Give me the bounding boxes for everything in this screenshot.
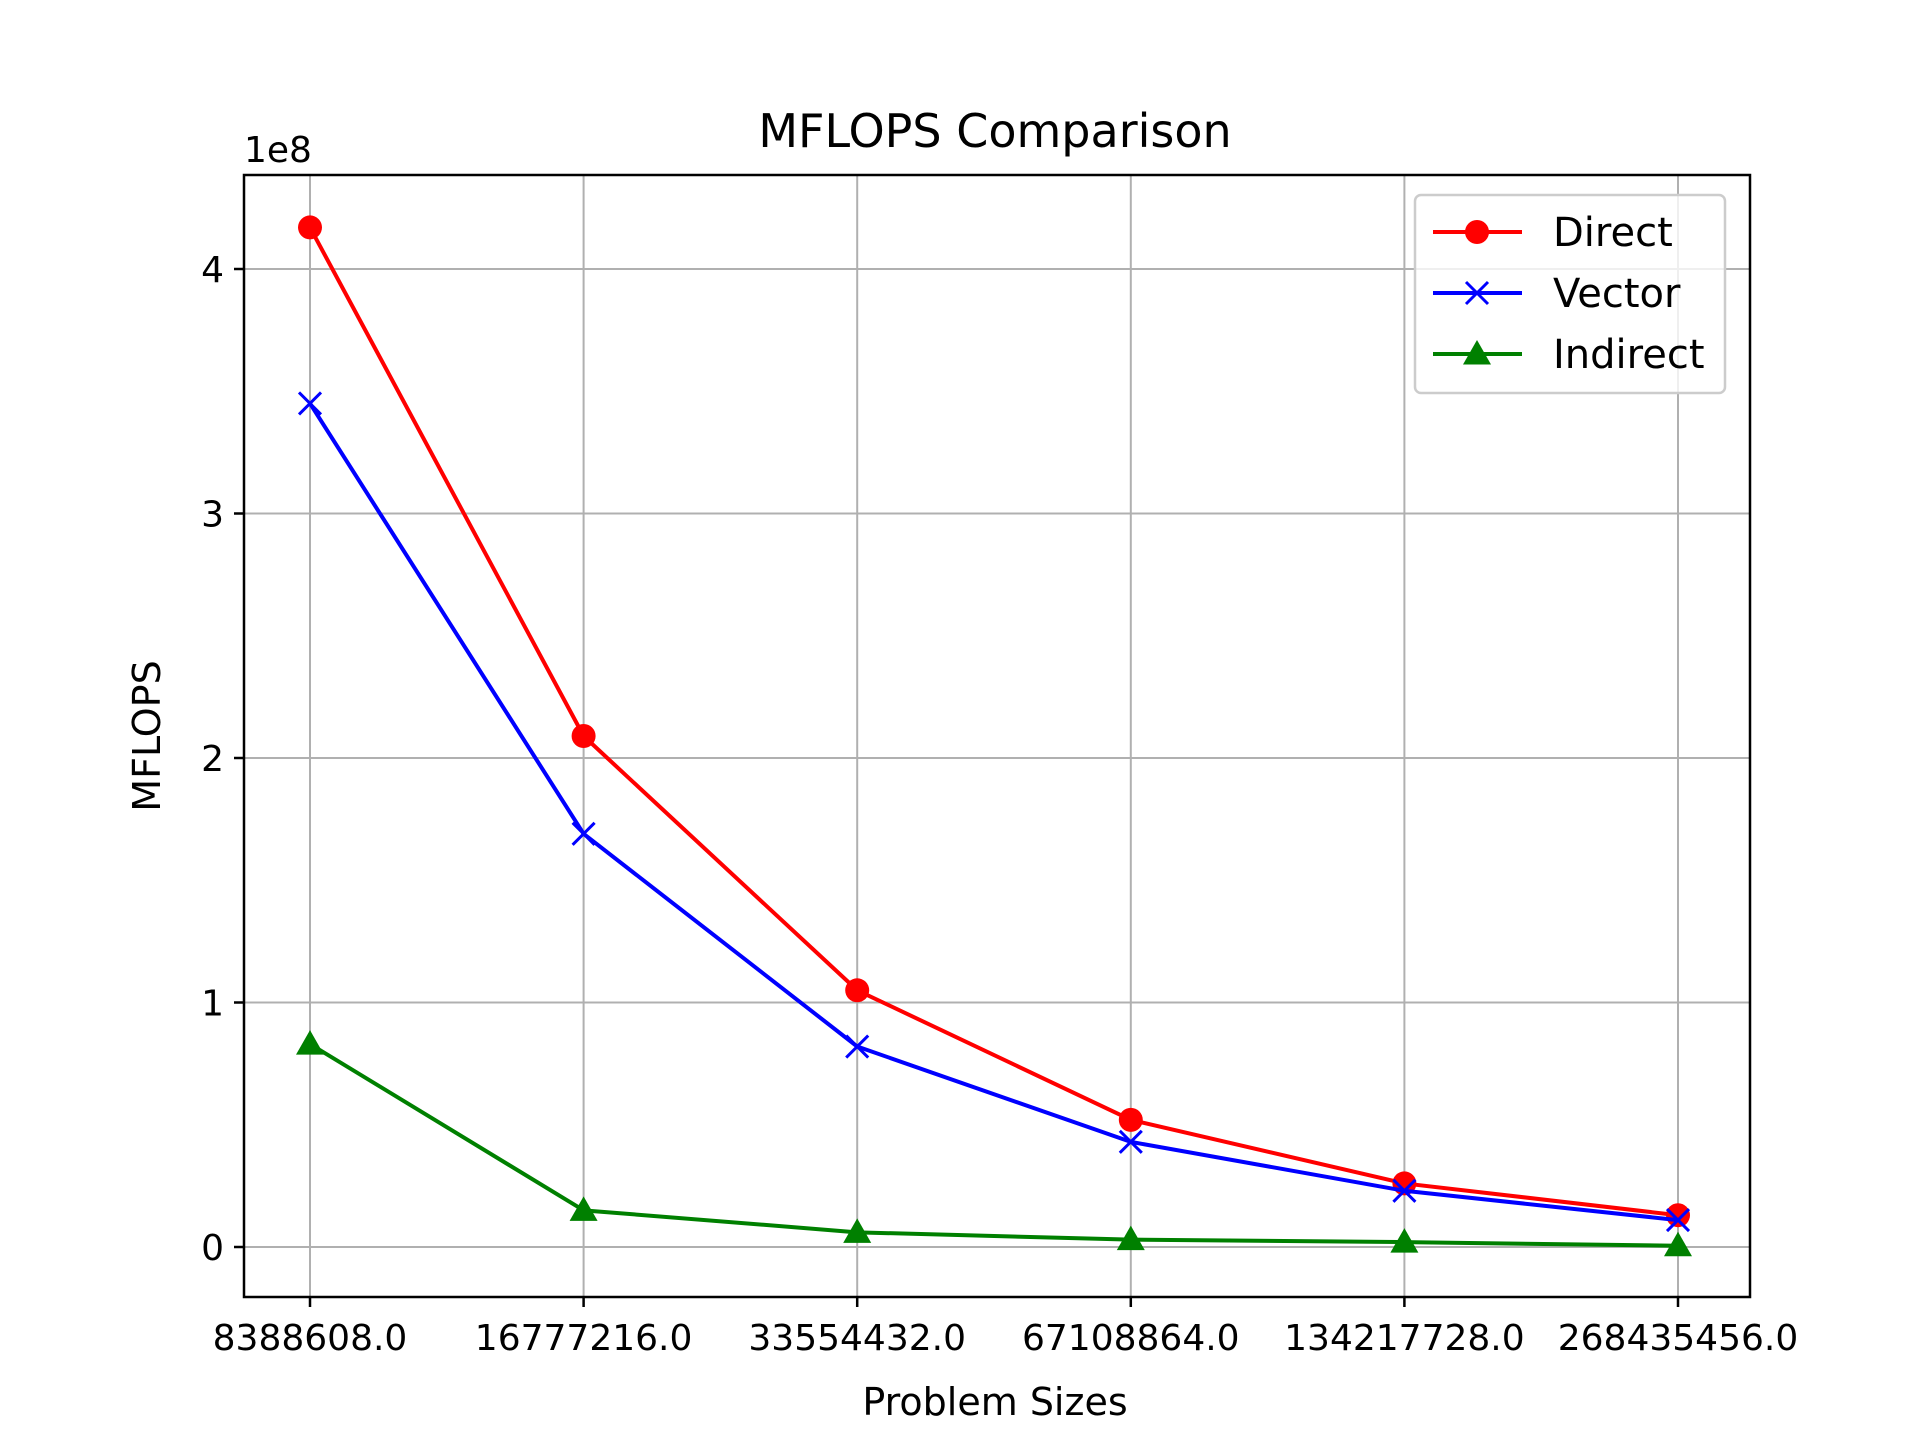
data-point [1392,1178,1417,1203]
legend-item-direct: Direct [1433,210,1673,256]
legend-marker [1464,280,1490,306]
x-tick-label: 268435456.0 [1558,1318,1799,1359]
data-point [571,821,596,846]
legend-label: Indirect [1553,332,1705,378]
data-point [1666,1203,1690,1228]
y-tick-label: 2 [201,739,224,780]
x-axis-ticks: 8388608.0 16777216.0 33554432.0 67108864.0 1… [213,1297,1799,1359]
data-point [571,723,596,748]
x-axis-label: Problem Sizes [862,1380,1127,1424]
data-point [1116,1225,1145,1251]
x-tick-label: 67108864.0 [1022,1318,1240,1359]
data-point [296,1030,324,1055]
x-tick-label: 16777216.0 [475,1318,693,1359]
data-point [1118,1129,1143,1154]
y-axis-label: MFLOPS [125,660,169,811]
x-tick-label: 134217728.0 [1284,1318,1525,1359]
plot-frame [242,173,1752,1299]
data-point [1664,1231,1692,1257]
legend-marker [1465,220,1489,244]
y-tick-label: 0 [201,1228,224,1269]
y-axis-offset-text: 1e8 [244,130,312,171]
series-indirect [296,1030,1692,1257]
series-layer [296,215,1692,1257]
data-point [843,1218,872,1243]
legend-label: Vector [1553,271,1681,317]
legend-item-indirect: Indirect [1433,332,1705,378]
data-point [1390,1228,1419,1253]
y-tick-label: 1 [201,984,224,1025]
y-tick-label: 3 [201,495,224,536]
legend-box [1413,193,1727,395]
data-point [845,1034,870,1059]
legend: Direct Vector Indirect [1413,193,1727,395]
x-tick-label: 33554432.0 [748,1318,966,1359]
legend-item-vector: Vector [1433,271,1681,317]
chart-title: MFLOPS Comparison [758,104,1231,158]
series-line [308,402,1679,1223]
legend-label: Direct [1553,210,1673,256]
y-axis-ticks: 0 1 2 3 4 [201,250,244,1269]
data-point [845,978,870,1003]
series-vector [297,391,1691,1233]
data-point [298,215,322,240]
data-point [569,1196,598,1221]
series-line [308,226,1679,1218]
data-point [297,391,323,416]
x-tick-label: 8388608.0 [213,1318,408,1359]
series-line [308,1042,1679,1248]
legend-marker [1463,340,1491,365]
y-tick-label: 4 [201,250,224,291]
data-point [1665,1208,1691,1233]
data-point [1118,1107,1143,1132]
